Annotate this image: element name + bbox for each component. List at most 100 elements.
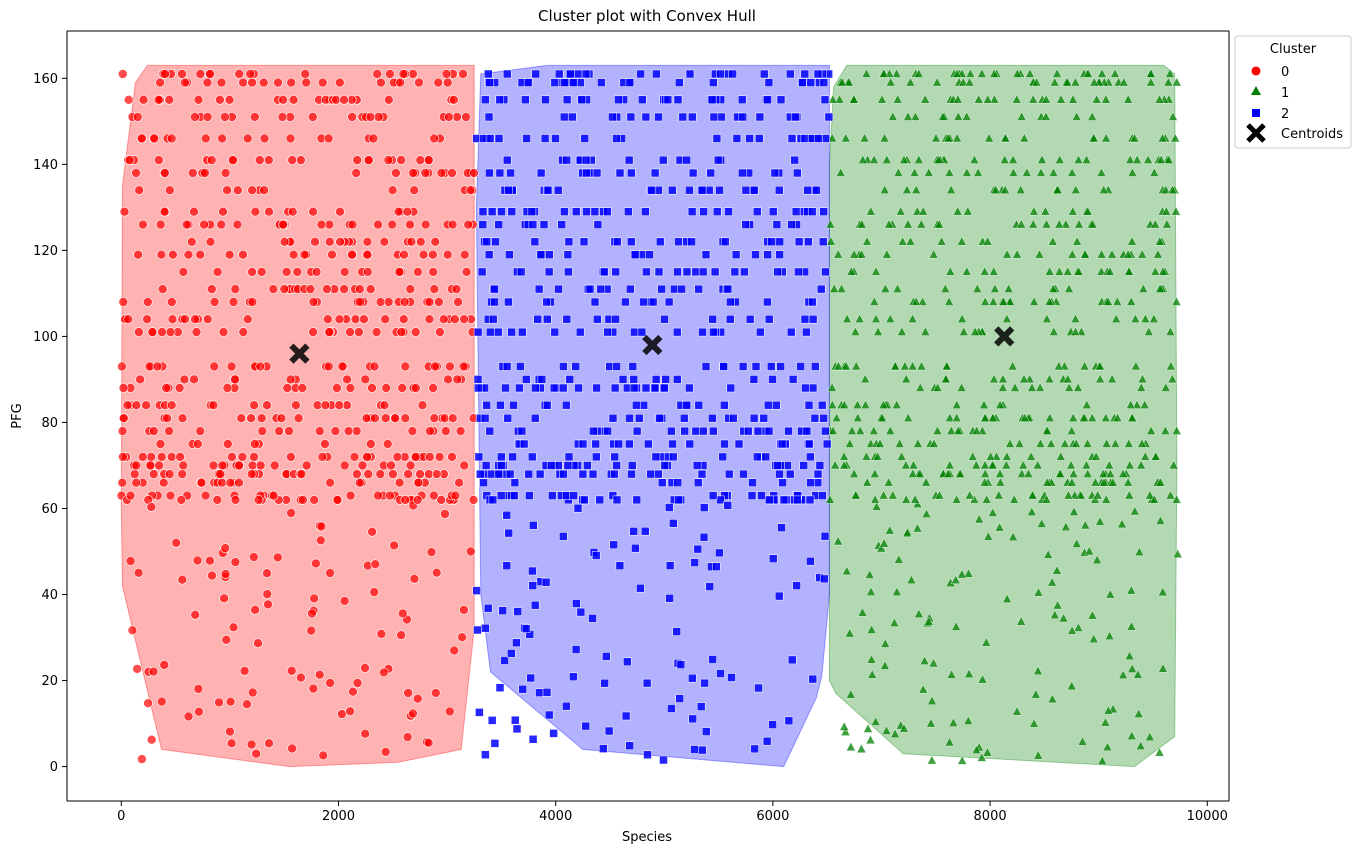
- point-cluster-2: [528, 581, 538, 590]
- point-cluster-2: [696, 702, 706, 711]
- point-cluster-2: [815, 461, 825, 470]
- point-cluster-2: [738, 112, 748, 122]
- point-cluster-2: [708, 491, 718, 500]
- point-cluster-1: [988, 412, 998, 422]
- point-cluster-1: [918, 684, 929, 694]
- point-cluster-0: [314, 669, 325, 680]
- point-cluster-0: [228, 155, 238, 165]
- point-cluster-1: [1026, 451, 1036, 461]
- point-cluster-1: [1139, 399, 1150, 409]
- point-cluster-2: [688, 168, 698, 178]
- point-cluster-2: [776, 95, 786, 105]
- point-cluster-0: [458, 69, 468, 79]
- point-cluster-0: [167, 297, 177, 307]
- point-cluster-2: [574, 383, 583, 393]
- point-cluster-0: [228, 297, 239, 307]
- point-cluster-1: [1092, 490, 1103, 500]
- point-cluster-1: [1000, 184, 1010, 194]
- point-cluster-0: [148, 469, 159, 479]
- point-cluster-2: [776, 362, 785, 371]
- point-cluster-1: [1101, 494, 1112, 504]
- point-cluster-2: [639, 297, 648, 307]
- point-cluster-0: [145, 460, 156, 471]
- point-cluster-2: [705, 582, 714, 591]
- point-cluster-0: [351, 168, 362, 178]
- point-cluster-2: [564, 237, 574, 247]
- point-cluster-2: [491, 237, 500, 247]
- point-cluster-0: [157, 284, 168, 294]
- legend-title: Cluster: [1270, 42, 1317, 57]
- point-cluster-0: [403, 469, 413, 479]
- point-cluster-2: [507, 207, 517, 216]
- point-cluster-1: [1096, 167, 1107, 177]
- point-cluster-1: [1168, 111, 1178, 121]
- point-cluster-1: [1158, 266, 1168, 276]
- point-cluster-2: [810, 413, 820, 423]
- point-cluster-2: [490, 297, 499, 307]
- point-cluster-0: [205, 69, 215, 79]
- point-cluster-1: [837, 77, 848, 87]
- point-cluster-1: [1083, 68, 1093, 78]
- point-cluster-2: [597, 78, 606, 87]
- point-cluster-0: [410, 383, 421, 393]
- point-cluster-2: [664, 297, 674, 307]
- point-cluster-1: [872, 451, 883, 461]
- point-cluster-2: [628, 362, 638, 371]
- point-cluster-2: [670, 284, 679, 294]
- point-cluster-0: [308, 297, 319, 307]
- point-cluster-0: [355, 297, 365, 307]
- point-cluster-1: [1127, 412, 1138, 422]
- point-cluster-2: [593, 220, 603, 229]
- y-tick-label: 100: [33, 330, 58, 345]
- point-cluster-1: [903, 219, 913, 229]
- point-cluster-0: [212, 495, 223, 505]
- point-cluster-2: [818, 237, 828, 247]
- point-cluster-2: [816, 284, 826, 294]
- point-cluster-2: [745, 314, 755, 324]
- point-cluster-2: [712, 562, 721, 571]
- point-cluster-0: [207, 284, 217, 294]
- point-cluster-0: [380, 413, 391, 424]
- point-cluster-1: [982, 236, 993, 246]
- point-cluster-2: [481, 461, 491, 470]
- point-cluster-0: [287, 206, 298, 217]
- point-cluster-2: [800, 69, 810, 79]
- point-cluster-1: [969, 154, 980, 164]
- point-cluster-2: [764, 78, 774, 87]
- point-cluster-2: [507, 649, 516, 658]
- point-cluster-2: [544, 710, 554, 720]
- point-cluster-0: [420, 219, 431, 230]
- point-cluster-1: [899, 723, 909, 733]
- point-cluster-0: [330, 426, 341, 436]
- point-cluster-2: [516, 267, 526, 277]
- point-cluster-0: [442, 249, 453, 260]
- point-cluster-1: [878, 399, 889, 409]
- point-cluster-1: [1087, 412, 1098, 422]
- point-cluster-1: [827, 94, 838, 104]
- point-cluster-2: [763, 400, 773, 410]
- point-cluster-1: [1170, 133, 1181, 143]
- point-cluster-0: [153, 95, 164, 105]
- point-cluster-0: [174, 383, 185, 393]
- point-cluster-2: [644, 439, 653, 449]
- point-cluster-0: [159, 206, 170, 217]
- point-cluster-0: [378, 667, 389, 678]
- point-cluster-0: [247, 267, 257, 277]
- point-cluster-1: [1049, 609, 1060, 619]
- point-cluster-0: [224, 249, 235, 260]
- point-cluster-2: [751, 250, 760, 259]
- point-cluster-0: [122, 400, 133, 411]
- point-cluster-1: [1107, 249, 1117, 259]
- point-cluster-0: [190, 112, 200, 122]
- point-cluster-2: [693, 478, 703, 487]
- point-cluster-1: [1064, 382, 1075, 392]
- point-cluster-1: [934, 219, 945, 229]
- point-cluster-0: [363, 469, 374, 479]
- point-cluster-1: [1062, 373, 1073, 384]
- point-cluster-1: [1134, 546, 1145, 556]
- point-cluster-0: [183, 249, 194, 260]
- point-cluster-1: [1058, 613, 1069, 623]
- point-cluster-0: [178, 460, 188, 471]
- point-cluster-0: [215, 95, 225, 105]
- point-cluster-0: [325, 678, 335, 688]
